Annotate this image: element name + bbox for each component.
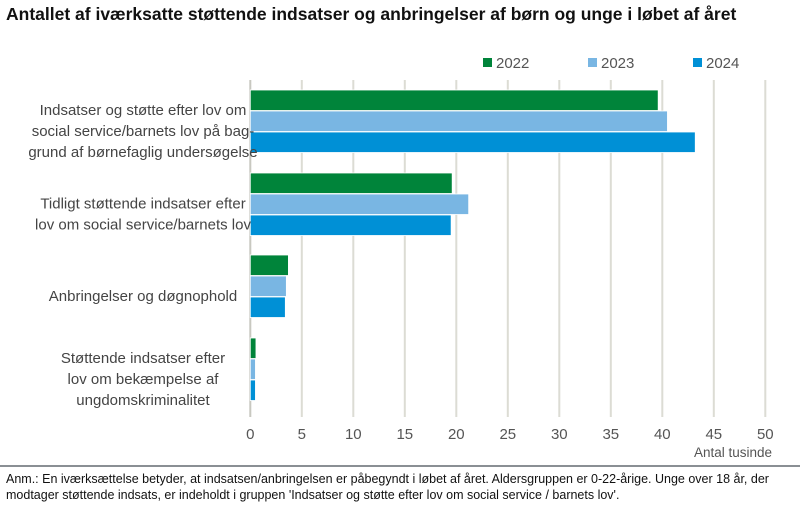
legend-label-2024: 2024 (706, 55, 739, 72)
bar-2024-cat0 (249, 131, 696, 153)
category-label: grund af børnefaglig undersøgelse (28, 144, 257, 161)
x-tick-label: 10 (345, 426, 362, 443)
x-tick-label: 35 (602, 426, 619, 443)
category-label: Indsatser og støtte efter lov om (40, 102, 247, 119)
x-tick-label: 50 (757, 426, 774, 443)
x-tick-label: 25 (499, 426, 516, 443)
x-tick-label: 5 (298, 426, 306, 443)
x-tick-label: 15 (396, 426, 413, 443)
bar-2024-cat3 (249, 379, 256, 401)
legend-swatch-2022 (483, 58, 492, 67)
category-label: ungdomskriminalitet (76, 392, 210, 409)
x-axis-label: Antal tusinde (694, 445, 772, 460)
chart-title: Antallet af iværksatte støttende indsats… (6, 4, 737, 24)
legend-swatch-2024 (693, 58, 702, 67)
legend-label-2022: 2022 (496, 55, 529, 72)
bar-chart: 0 5 10 15 20 25 30 35 40 45 50 Antal tusinde 2022 202… (28, 55, 774, 460)
category-label: Støttende indsatser efter (61, 350, 225, 367)
x-tick-label: 45 (705, 426, 722, 443)
legend-label-2023: 2023 (601, 55, 634, 72)
category-label: lov om bekæmpelse af (68, 371, 220, 388)
bar-2023-cat2 (249, 275, 287, 297)
legend-swatch-2023 (588, 58, 597, 67)
bar-2022-cat0 (249, 89, 659, 111)
bar-2023-cat0 (249, 110, 668, 132)
bar-2023-cat1 (249, 193, 470, 215)
x-tick-label: 40 (654, 426, 671, 443)
bar-2022-cat3 (249, 337, 257, 359)
bar-2024-cat2 (249, 296, 286, 318)
bar-2024-cat1 (249, 214, 452, 236)
bar-2022-cat2 (249, 254, 289, 276)
separator (0, 465, 800, 467)
category-label: Anbringelser og døgnophold (49, 288, 237, 305)
bar-2023-cat3 (249, 358, 256, 380)
x-tick-label: 20 (448, 426, 465, 443)
x-tick-label: 0 (246, 426, 254, 443)
bar-2022-cat1 (249, 172, 453, 194)
footnote: Anm.: En iværksættelse betyder, at indsa… (6, 472, 769, 502)
category-label: social service/barnets lov på bag- (32, 123, 255, 140)
category-label: Tidligt støttende indsatser efter (40, 195, 245, 212)
category-label: lov om social service/barnets lov (35, 216, 251, 233)
x-tick-label: 30 (551, 426, 568, 443)
